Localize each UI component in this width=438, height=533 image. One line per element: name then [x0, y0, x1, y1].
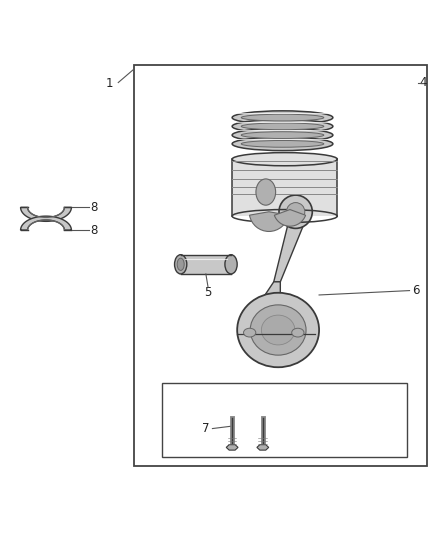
Bar [180, 255, 231, 274]
Text: 1: 1 [106, 77, 113, 90]
Polygon shape [274, 225, 304, 282]
Ellipse shape [241, 123, 324, 130]
Ellipse shape [241, 141, 324, 147]
Text: 4: 4 [419, 76, 427, 89]
Ellipse shape [232, 111, 333, 124]
Bar [162, 383, 407, 457]
Text: 8: 8 [91, 201, 98, 214]
Ellipse shape [292, 328, 304, 337]
Bar [134, 65, 427, 466]
Text: 8: 8 [91, 224, 98, 237]
Polygon shape [257, 445, 268, 450]
Ellipse shape [241, 132, 324, 139]
Ellipse shape [232, 128, 333, 142]
Ellipse shape [279, 195, 312, 229]
Ellipse shape [232, 119, 333, 133]
Ellipse shape [244, 328, 256, 337]
Text: 5: 5 [205, 286, 212, 299]
Ellipse shape [232, 152, 337, 166]
Ellipse shape [177, 258, 184, 270]
Polygon shape [226, 445, 238, 450]
Ellipse shape [232, 137, 333, 151]
Text: 7: 7 [202, 422, 210, 435]
Ellipse shape [256, 179, 276, 205]
Ellipse shape [174, 255, 187, 274]
Polygon shape [21, 207, 71, 221]
Text: 6: 6 [412, 284, 420, 297]
Ellipse shape [250, 305, 306, 355]
Ellipse shape [241, 114, 324, 121]
Ellipse shape [286, 203, 305, 221]
Ellipse shape [261, 315, 295, 345]
Wedge shape [274, 209, 306, 226]
Bar [232, 159, 337, 216]
Polygon shape [261, 282, 280, 310]
Ellipse shape [225, 255, 237, 274]
Polygon shape [21, 216, 71, 230]
Wedge shape [250, 212, 288, 231]
Ellipse shape [237, 293, 319, 367]
